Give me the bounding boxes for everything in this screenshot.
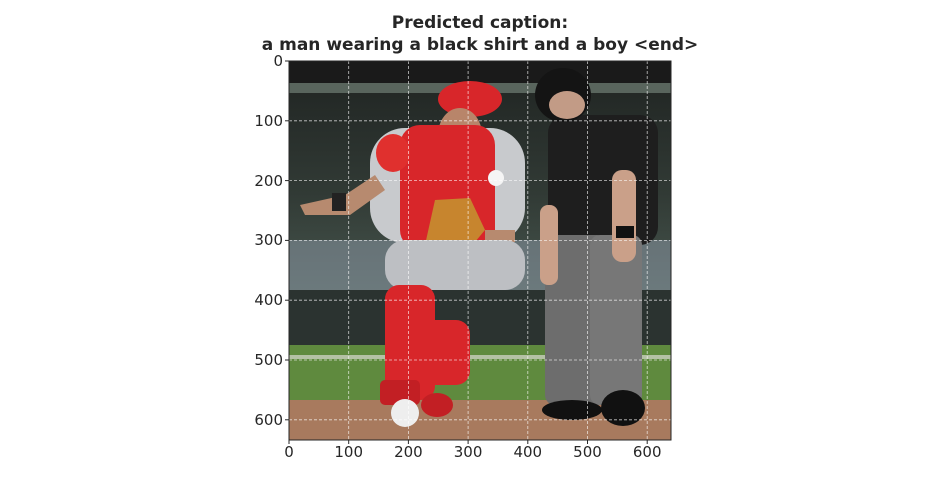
y-tick-label: 100: [254, 112, 283, 130]
figure-title: Predicted caption: a man wearing a black…: [0, 12, 936, 56]
axes-frame: [288, 60, 672, 441]
y-tick-label: 400: [254, 291, 283, 309]
grid: [289, 61, 671, 440]
x-tick-label: 300: [454, 443, 483, 461]
x-tick-label: 400: [513, 443, 542, 461]
y-tick-label: 300: [254, 231, 283, 249]
photo: [289, 61, 671, 440]
title-line-1: Predicted caption:: [391, 13, 569, 33]
x-tick-label: 200: [394, 443, 423, 461]
x-tick-label: 500: [573, 443, 602, 461]
umpire: [535, 68, 658, 426]
title-line-2: a man wearing a black shirt and a boy <e…: [261, 35, 699, 55]
x-tick-label: 600: [633, 443, 662, 461]
y-tick-label: 500: [254, 351, 283, 369]
y-tick-label: 600: [254, 411, 283, 429]
x-tick-label: 0: [284, 443, 294, 461]
y-tick-label: 0: [273, 52, 283, 70]
x-tick-label: 100: [334, 443, 363, 461]
tick-marks: [285, 60, 648, 444]
y-tick-label: 200: [254, 172, 283, 190]
crowd-band: [289, 61, 671, 83]
